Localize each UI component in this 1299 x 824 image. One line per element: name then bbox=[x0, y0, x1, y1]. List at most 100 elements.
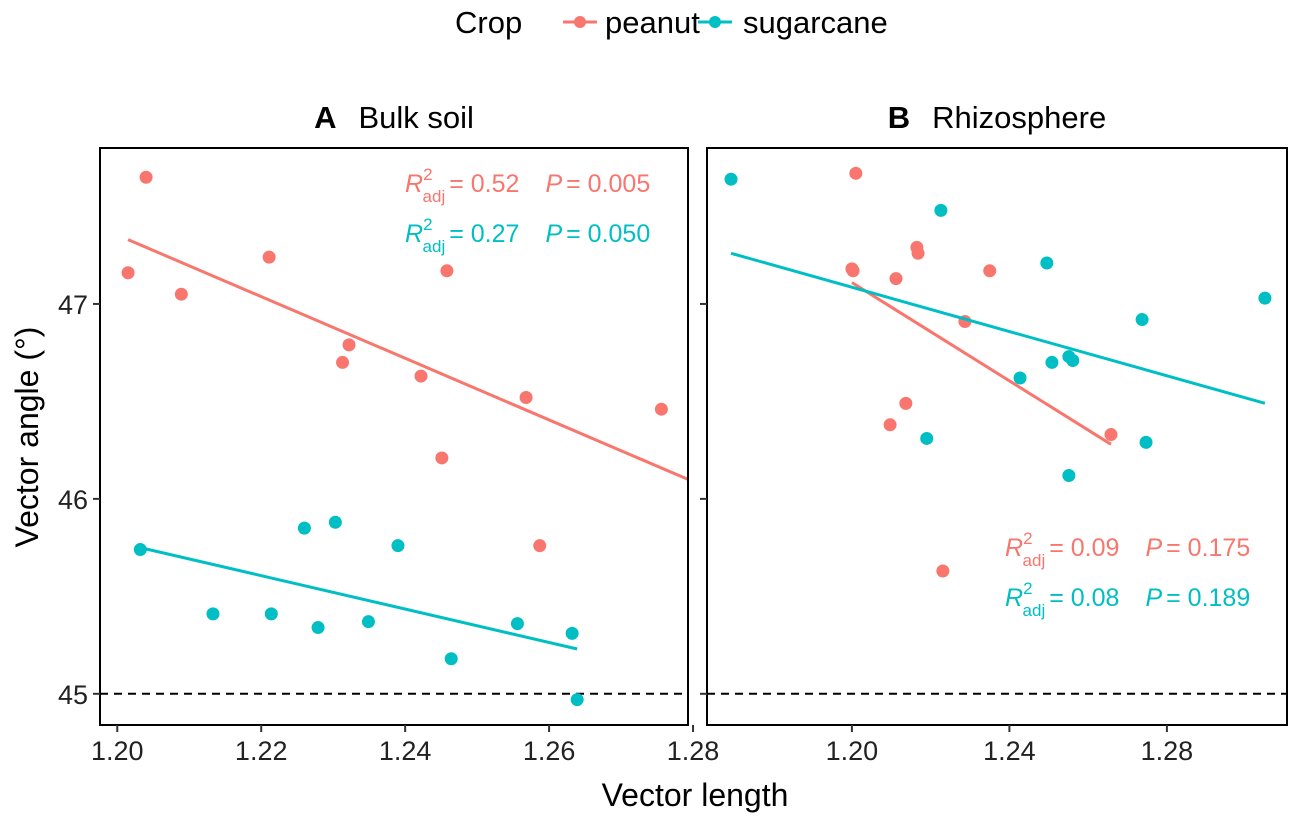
subscript-adj: adj bbox=[423, 187, 446, 206]
stats-annotation-peanut: R2 adj = 0.09 P = 0.175 bbox=[1005, 529, 1250, 570]
point-peanut bbox=[849, 166, 863, 180]
point-sugarcane bbox=[328, 515, 342, 529]
point-peanut bbox=[519, 391, 533, 405]
y-axis-title: Vector angle (°) bbox=[9, 327, 45, 548]
x-tick-label: 1.24 bbox=[983, 736, 1036, 766]
r2-eq: = bbox=[1049, 534, 1071, 562]
stats-annotation-peanut: R2 adj = 0.52 P = 0.005 bbox=[405, 165, 650, 206]
panel-title: B Rhizosphere bbox=[888, 100, 1106, 135]
x-tick-label: 1.20 bbox=[826, 736, 879, 766]
subscript-adj: adj bbox=[1023, 551, 1046, 570]
point-peanut bbox=[883, 418, 897, 432]
x-tick-label: 1.28 bbox=[667, 736, 720, 766]
subscript-adj: adj bbox=[1023, 601, 1046, 620]
point-peanut bbox=[889, 272, 903, 286]
r-symbol: R bbox=[405, 170, 423, 198]
r-symbol: R bbox=[1005, 584, 1023, 612]
point-sugarcane bbox=[1066, 353, 1080, 367]
point-sugarcane bbox=[1258, 291, 1272, 305]
legend-label-sugarcane: sugarcane bbox=[743, 5, 888, 40]
p-value: 0.175 bbox=[1188, 534, 1251, 562]
legend: Crop peanut sugarcane bbox=[455, 5, 888, 40]
point-peanut bbox=[336, 355, 350, 369]
p-eq: = bbox=[566, 220, 588, 248]
point-sugarcane bbox=[391, 539, 405, 553]
p-eq: = bbox=[1166, 584, 1188, 612]
point-peanut bbox=[936, 564, 950, 578]
fit-line-sugarcane bbox=[139, 546, 578, 651]
stats-annotation-sugarcane: R2 adj = 0.27 P = 0.050 bbox=[405, 215, 650, 256]
panel-title-text: Rhizosphere bbox=[932, 100, 1106, 135]
subscript-adj: adj bbox=[423, 237, 446, 256]
y-tick-label: 46 bbox=[58, 485, 88, 515]
panel-title: A Bulk soil bbox=[314, 100, 474, 135]
point-peanut bbox=[1104, 428, 1118, 442]
point-sugarcane bbox=[311, 621, 325, 635]
point-sugarcane bbox=[206, 607, 220, 621]
point-peanut bbox=[139, 170, 153, 184]
superscript-2: 2 bbox=[423, 165, 432, 184]
panel-frame bbox=[706, 147, 1288, 726]
superscript-2: 2 bbox=[423, 215, 432, 234]
legend-title: Crop bbox=[455, 5, 522, 40]
p-symbol: P bbox=[545, 170, 562, 198]
x-tick-label: 1.28 bbox=[1141, 736, 1194, 766]
point-peanut bbox=[174, 287, 188, 301]
fit-line-peanut bbox=[127, 238, 689, 481]
r-symbol: R bbox=[1005, 534, 1023, 562]
r2-eq: = bbox=[449, 170, 471, 198]
point-peanut bbox=[435, 451, 449, 465]
legend-label-peanut: peanut bbox=[605, 5, 700, 40]
r2-eq: = bbox=[1049, 584, 1071, 612]
r-symbol: R bbox=[405, 220, 423, 248]
point-peanut bbox=[911, 246, 925, 260]
p-value: 0.005 bbox=[588, 170, 651, 198]
point-sugarcane bbox=[1062, 468, 1076, 482]
point-sugarcane bbox=[264, 607, 278, 621]
point-peanut bbox=[899, 396, 913, 410]
y-tick-label: 47 bbox=[58, 290, 88, 320]
panel-title-text: Bulk soil bbox=[358, 100, 473, 135]
r2-value: 0.52 bbox=[471, 170, 520, 198]
point-peanut bbox=[846, 264, 860, 278]
panel-letter: A bbox=[314, 100, 336, 135]
point-sugarcane bbox=[1045, 355, 1059, 369]
x-tick-label: 1.22 bbox=[235, 736, 288, 766]
superscript-2: 2 bbox=[1023, 529, 1032, 548]
legend-key-dot-peanut bbox=[574, 16, 586, 28]
point-sugarcane bbox=[444, 652, 458, 666]
panel-frame bbox=[99, 147, 689, 726]
r2-eq: = bbox=[449, 220, 471, 248]
y-tick-label: 45 bbox=[58, 680, 88, 710]
fit-line-sugarcane bbox=[730, 251, 1266, 405]
p-value: 0.050 bbox=[588, 220, 651, 248]
fit-line-peanut bbox=[851, 281, 1112, 446]
point-peanut bbox=[342, 338, 356, 352]
r2-value: 0.09 bbox=[1071, 534, 1120, 562]
x-axis-title: Vector length bbox=[602, 777, 789, 813]
x-tick-label: 1.20 bbox=[91, 736, 144, 766]
point-sugarcane bbox=[570, 693, 584, 707]
point-peanut bbox=[654, 402, 668, 416]
superscript-2: 2 bbox=[1023, 579, 1032, 598]
point-peanut bbox=[262, 250, 276, 264]
point-peanut bbox=[983, 264, 997, 278]
p-symbol: P bbox=[1145, 584, 1162, 612]
point-sugarcane bbox=[1040, 256, 1054, 270]
p-eq: = bbox=[566, 170, 588, 198]
p-symbol: P bbox=[545, 220, 562, 248]
p-value: 0.189 bbox=[1188, 584, 1251, 612]
point-sugarcane bbox=[724, 172, 738, 186]
point-peanut bbox=[533, 539, 547, 553]
point-sugarcane bbox=[1135, 313, 1149, 327]
point-peanut bbox=[414, 369, 428, 383]
x-tick-label: 1.26 bbox=[523, 736, 576, 766]
r2-value: 0.08 bbox=[1071, 584, 1120, 612]
p-eq: = bbox=[1166, 534, 1188, 562]
point-sugarcane bbox=[297, 521, 311, 535]
point-sugarcane bbox=[1013, 371, 1027, 385]
point-sugarcane bbox=[510, 617, 524, 631]
